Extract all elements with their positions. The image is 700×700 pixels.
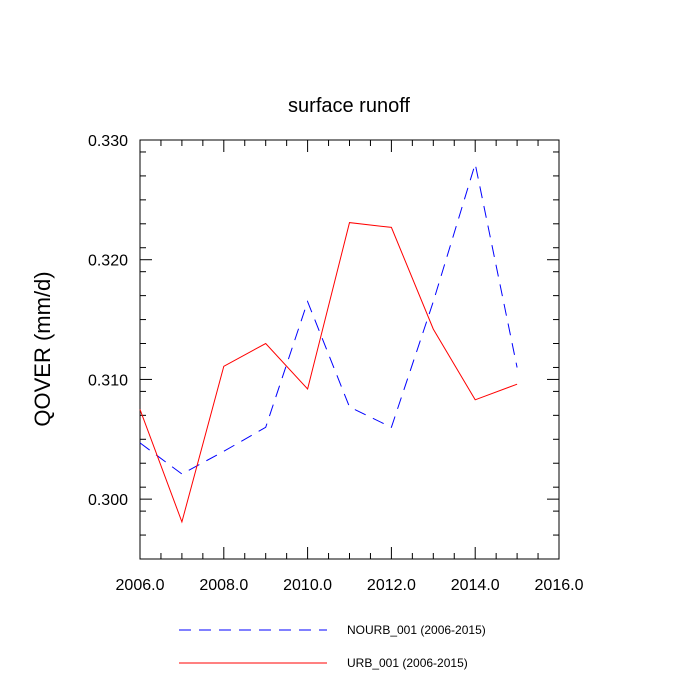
- chart-title: surface runoff: [288, 95, 410, 117]
- series-line-nourb: [139, 163, 518, 475]
- series-line-urb: [139, 222, 518, 524]
- x-tick-label: 2016.0: [535, 577, 584, 594]
- y-tick-label: 0.310: [88, 372, 128, 389]
- plot-area: [139, 139, 560, 560]
- axis-ticks: [139, 139, 560, 560]
- y-tick-label: 0.330: [88, 133, 128, 150]
- x-tick-label: 2012.0: [367, 577, 416, 594]
- x-tick-label: 2014.0: [451, 577, 500, 594]
- y-axis-label: QOVER (mm/d): [30, 271, 55, 426]
- x-tick-label: 2008.0: [199, 577, 248, 594]
- series-lines: [139, 163, 518, 524]
- x-axis-tick-labels: 2006.0 2008.0 2010.0 2012.0 2014.0 2016.0: [116, 577, 584, 594]
- legend-label-nourb: NOURB_001 (2006-2015): [347, 623, 486, 637]
- y-tick-label: 0.300: [88, 492, 128, 509]
- y-axis-tick-labels: 0.300 0.310 0.320 0.330: [88, 133, 128, 509]
- legend: NOURB_001 (2006-2015) URB_001 (2006-2015…: [179, 623, 486, 670]
- plot-frame: [139, 139, 560, 560]
- x-tick-label: 2006.0: [116, 577, 165, 594]
- legend-label-urb: URB_001 (2006-2015): [347, 656, 468, 670]
- y-tick-label: 0.320: [88, 253, 128, 270]
- x-tick-label: 2010.0: [283, 577, 332, 594]
